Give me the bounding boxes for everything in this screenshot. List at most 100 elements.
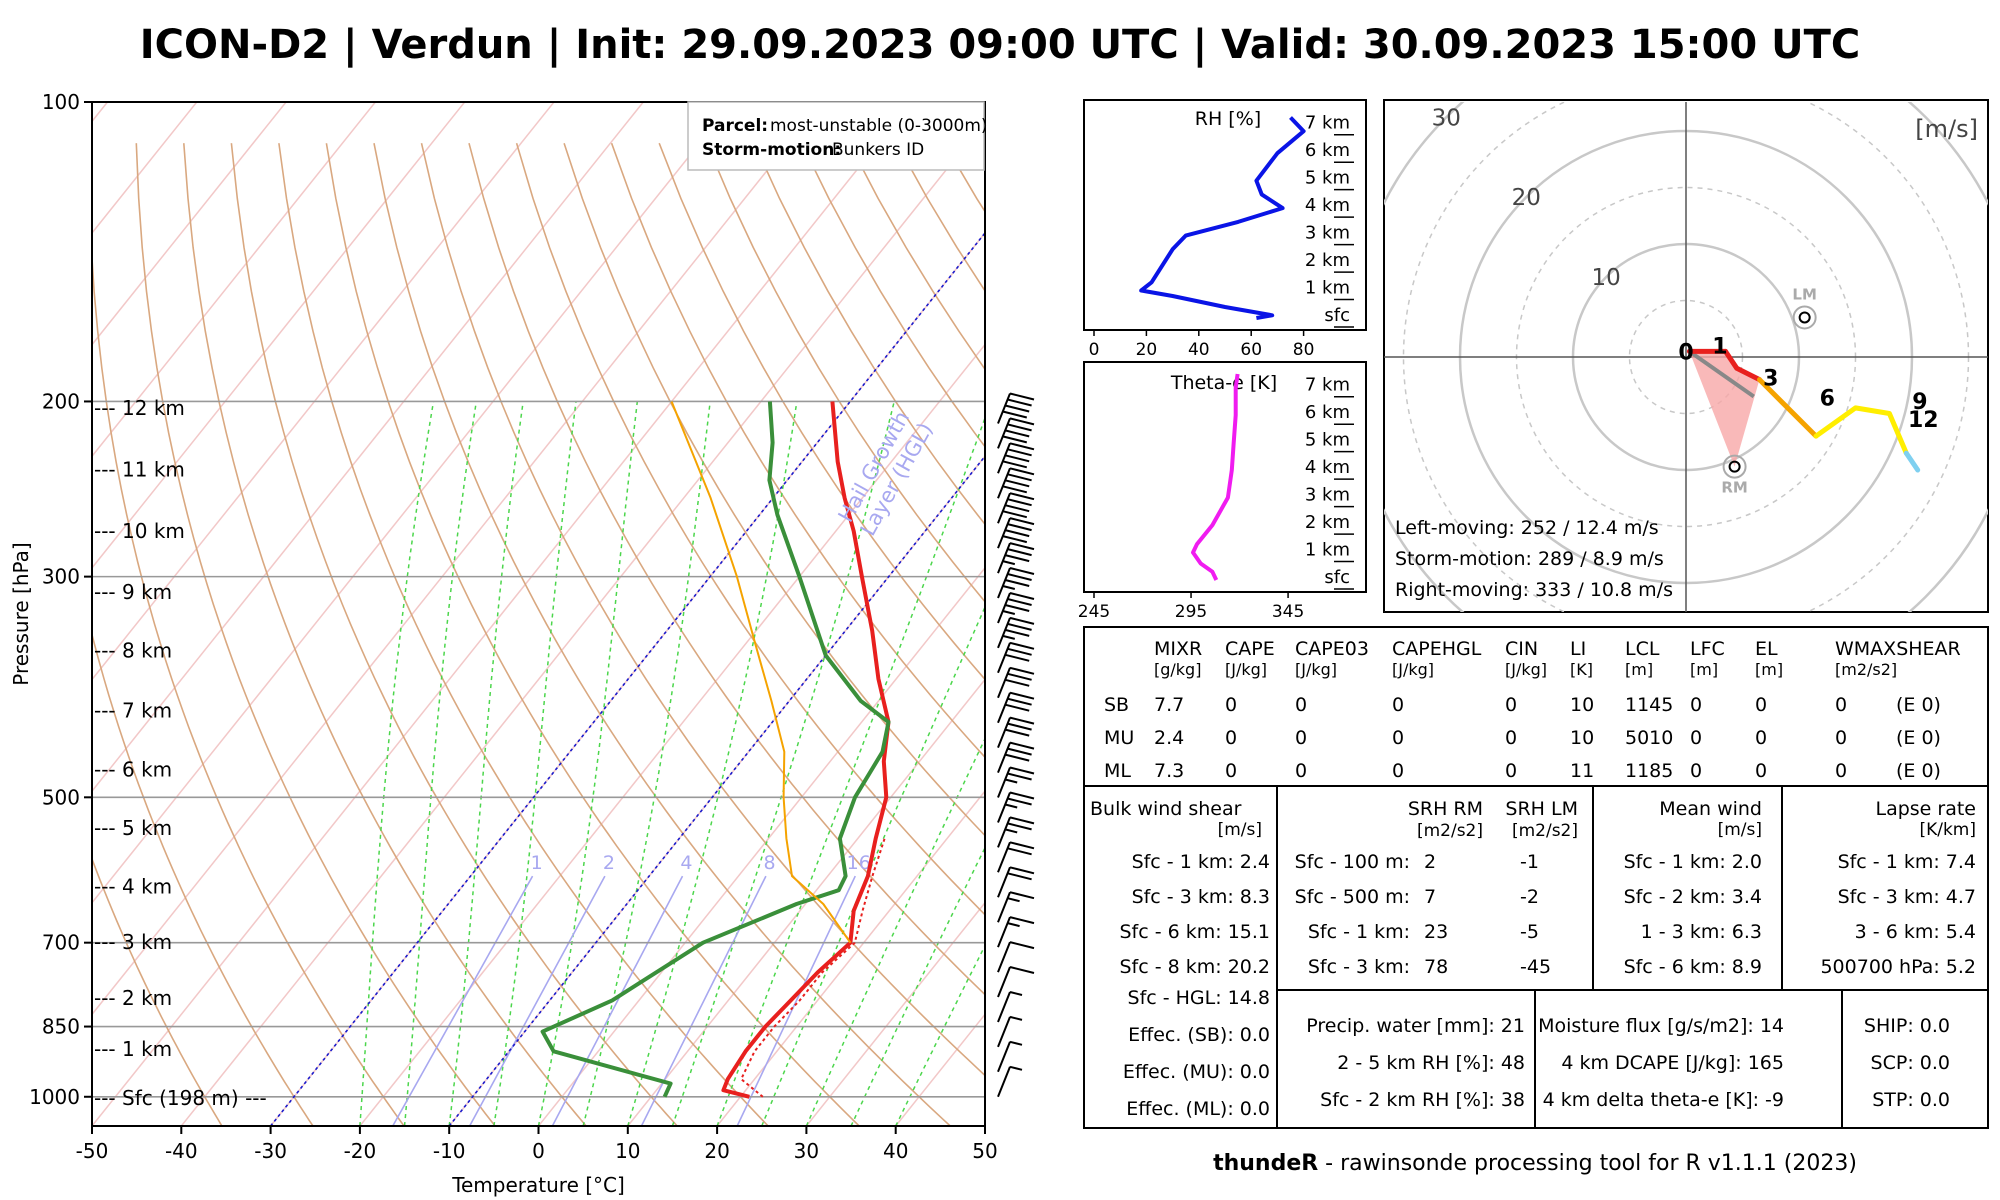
wind-barb <box>997 517 1035 549</box>
param-value: 0 <box>1225 760 1237 782</box>
mixing-ratio-line <box>392 875 534 1126</box>
srh-area <box>1689 351 1760 467</box>
wind-barb-flag <box>1004 579 1030 587</box>
moist-adiabat-line <box>403 401 478 1126</box>
height-label: --- 11 km <box>94 457 185 481</box>
wind-barb-flag <box>1007 922 1020 928</box>
wind-barb-staff <box>997 467 1011 499</box>
panel-height-label: 5 km <box>1305 430 1350 451</box>
wind-barb-flag <box>1009 891 1035 900</box>
pressure-tick-label: 700 <box>42 931 80 955</box>
wind-barb-flag <box>1009 841 1035 850</box>
param-extra: (E 0) <box>1896 727 1941 749</box>
wind-barb-flag <box>1004 529 1030 538</box>
wind-barb-staff <box>997 418 1011 449</box>
skewt-xlabel: Temperature [°C] <box>451 1173 625 1197</box>
wind-barb-flag <box>1007 672 1032 681</box>
wind-barb-flag <box>1009 916 1035 925</box>
wind-barb <box>997 542 1035 574</box>
temperature-tick-label: 20 <box>704 1139 729 1163</box>
thetae-content: 7 km 6 km 5 km 4 km 3 km 2 km 1 km sfc 245 295 345 <box>1078 373 1354 622</box>
isotherm-line <box>805 901 985 1126</box>
mean-wind-row: Sfc - 6 km: 8.9 <box>1624 956 1762 978</box>
wind-barb-flag <box>1007 872 1032 881</box>
dry-adiabat-line <box>278 143 769 1126</box>
wind-barb-flag <box>1007 498 1032 507</box>
panel-x-tick-label: 60 <box>1240 340 1262 360</box>
bulk-shear-row: Sfc - 6 km: 15.1 <box>1119 921 1270 943</box>
wind-barb-flag <box>1002 634 1016 640</box>
wind-barb-staff <box>997 1066 1011 1098</box>
moisture-row: Precip. water [mm]: 21 <box>1306 1015 1525 1037</box>
wind-barb-flag <box>1009 816 1035 825</box>
theta-e-profile-line <box>1191 373 1240 581</box>
panel-height-label: 7 km <box>1305 113 1350 134</box>
wind-barb-flag <box>1009 666 1035 675</box>
storm-motion-dot <box>1728 460 1741 473</box>
panel-height-label: 1 km <box>1305 540 1350 561</box>
wind-barb-flag <box>1004 554 1030 563</box>
srh-rm-value: 2 <box>1424 851 1436 873</box>
composite-row: SHIP: 0.0 <box>1864 1015 1950 1037</box>
storm-motion-label: RM <box>1721 479 1747 497</box>
param-value: 0 <box>1690 727 1702 749</box>
wind-barb-flag <box>1009 567 1035 575</box>
wind-barb-flag <box>1002 535 1028 544</box>
param-header: WMAXSHEAR <box>1835 638 1961 660</box>
wind-6-9km-segment <box>1813 405 1909 456</box>
param-value: 0 <box>1225 727 1237 749</box>
wind-barb-flag <box>1009 641 1035 650</box>
wind-barb <box>997 666 1035 699</box>
dry-adiabat-line <box>705 142 985 603</box>
wind-barb-staff <box>997 542 1011 574</box>
wind-barb-flag <box>1002 410 1028 419</box>
wind-9-12km-segment <box>1903 450 1921 473</box>
wind-barb <box>997 791 1035 823</box>
dry-adiabat-line <box>468 142 985 996</box>
rh-panel: RH [%] 7 km 6 km 5 km 4 km 3 km 2 km 1 km sfc 0 2… <box>1083 99 1367 360</box>
wind-1-3km-segment <box>1723 348 1762 383</box>
wind-barb-flag <box>1007 822 1032 831</box>
param-value: 0 <box>1225 694 1237 716</box>
hodograph-height-label: 3 <box>1763 366 1778 391</box>
wind-barb-staff <box>997 891 1011 923</box>
moist-adiabat-line <box>671 401 895 1126</box>
hodograph-unit: [m/s] <box>1915 115 1978 143</box>
hodograph-storm-motion: Storm-motion: 289 / 8.9 m/s <box>1395 548 1664 570</box>
srh-lm-value: -45 <box>1520 956 1551 978</box>
wind-barb-flag <box>1007 747 1032 756</box>
bulk-shear-row: Sfc - 1 km: 2.4 <box>1132 851 1270 873</box>
param-value: 10 <box>1570 727 1594 749</box>
param-header: CIN <box>1505 638 1538 660</box>
mean-wind-row: Sfc - 1 km: 2.0 <box>1624 851 1762 873</box>
temperature-tick-label: -50 <box>76 1139 109 1163</box>
wind-barb-flag <box>1004 778 1018 784</box>
srh-lm-value: -2 <box>1520 886 1539 908</box>
skewt-background-lines: 1 2 4 8 16 <box>92 102 985 1126</box>
wind-barb <box>997 567 1035 599</box>
param-unit: [J/kg] <box>1295 660 1337 679</box>
wind-barb-flag <box>1002 585 1016 590</box>
wind-barb-flag <box>1002 510 1028 519</box>
footer-brand: thundeR <box>1213 1151 1318 1176</box>
param-header: LFC <box>1690 638 1725 660</box>
param-header: EL <box>1755 638 1778 660</box>
isotherm-line <box>92 102 555 681</box>
wind-barb-flag <box>1007 423 1032 432</box>
panel-x-tick-label: 345 <box>1272 602 1304 622</box>
panel-height-label: 7 km <box>1305 375 1350 396</box>
skewt-background <box>92 102 985 1126</box>
param-value: 0 <box>1835 694 1847 716</box>
hgl-boundary-line <box>269 231 985 1126</box>
lapse-rate-unit: [K/km] <box>1919 820 1976 840</box>
wind-barb-flag <box>1007 897 1020 903</box>
moist-adiabat-line <box>359 401 435 1126</box>
param-unit: [J/kg] <box>1225 660 1267 679</box>
wind-barb-staff <box>997 692 1011 724</box>
parcel-profile <box>670 401 852 944</box>
mean-wind-row: 1 - 3 km: 6.3 <box>1641 921 1762 943</box>
dry-adiabat-line <box>183 143 587 1126</box>
legend-storm-label: Storm-motion: <box>702 140 841 160</box>
